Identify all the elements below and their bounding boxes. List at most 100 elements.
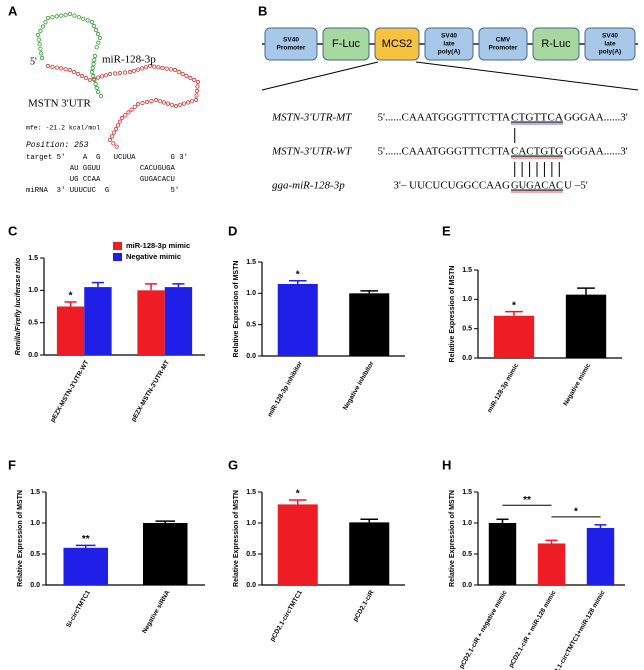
significance: * [296, 489, 300, 500]
nucleotide [81, 16, 86, 21]
x-tick-label: Negative inhibitor [342, 360, 376, 411]
y-tick-label: 1.0 [28, 287, 38, 294]
nucleotide [95, 75, 101, 80]
nucleotide [72, 13, 77, 18]
nucleotide [131, 68, 137, 73]
nucleotide [43, 20, 48, 25]
utr-label: MSTN 3'UTR [28, 98, 91, 110]
construct-label: CMV [496, 37, 511, 44]
nucleotide [113, 126, 119, 132]
nucleotide [157, 99, 163, 104]
construct-label: poly(A) [438, 49, 460, 56]
x-tick-label: Si-circTMTC1 [65, 589, 92, 629]
nucleotide [99, 74, 105, 79]
nucleotide [181, 101, 187, 106]
nucleotide [172, 67, 178, 73]
significance: ** [82, 534, 90, 545]
bar [277, 283, 318, 356]
nucleotide [38, 28, 43, 33]
nucleotide [143, 65, 149, 70]
nucleotide [129, 107, 134, 112]
alignment-line: miRNA 3' UUUCUC G 5' [26, 187, 179, 195]
nucleotide [94, 85, 99, 91]
mirna-label: miR-128-3p [102, 54, 156, 66]
sequence-site: CTGTTCA [511, 112, 563, 124]
nucleotide [115, 123, 121, 128]
nucleotide [83, 75, 89, 81]
nucleotide [139, 66, 145, 71]
alignment-line: target 5' A G UCUUA G 3' [26, 154, 188, 162]
panel-label: D [228, 223, 237, 238]
construct-box [374, 27, 420, 61]
error-bar [594, 524, 607, 528]
nucleotide [54, 14, 59, 19]
bar [537, 543, 566, 585]
zoom-line [415, 61, 639, 91]
nucleotide [36, 37, 41, 42]
error-bar [360, 290, 379, 294]
nucleotide [168, 67, 173, 72]
y-tick-label: 1.0 [246, 290, 256, 297]
nucleotide [93, 27, 99, 33]
nucleotide [195, 79, 201, 85]
bar [349, 293, 390, 356]
nucleotide [169, 102, 175, 107]
nucleotide [103, 73, 109, 78]
x-tick-label: Negative mimic [562, 362, 592, 407]
nucleotide [63, 67, 68, 72]
sequence-site: GUGACAC [511, 180, 563, 192]
y-tick-label: 0.5 [462, 551, 472, 558]
nucleotide [144, 99, 150, 105]
sequence-left: 5'......CAAATGGGTTTCTTA [378, 112, 511, 124]
nucleotide [117, 119, 123, 124]
construct-box [322, 27, 370, 61]
nucleotide [180, 71, 185, 77]
nucleotide [92, 77, 97, 83]
nucleotide [126, 110, 131, 115]
y-tick-label: 1.0 [462, 296, 472, 303]
construct-label: F-Luc [332, 38, 361, 50]
nucleotide [98, 93, 104, 99]
sequence-left: 5'......CAAATGGGTTTCTTA [378, 146, 511, 158]
nucleotide [89, 19, 95, 25]
nucleotide [123, 113, 128, 118]
bar [63, 547, 109, 585]
nucleotide [59, 66, 64, 71]
legend-swatch [113, 242, 122, 250]
nucleotide [176, 69, 181, 75]
legend-label: Negative mimic [126, 252, 181, 261]
construct-label: late [604, 41, 616, 48]
nucleotide [153, 97, 159, 103]
y-tick-label: 0.5 [246, 551, 256, 558]
nucleotide [50, 64, 55, 69]
nucleotide [91, 61, 96, 67]
significance: * [69, 291, 73, 302]
y-tick-label: 1.0 [246, 520, 256, 527]
bar [84, 287, 112, 355]
nucleotide [92, 53, 98, 59]
construct-box [478, 27, 528, 61]
x-tick-label: pCD2.1-circTMTC1+miR-128 mimic [547, 589, 607, 670]
nucleotide [194, 88, 200, 94]
construct-label: Promoter [489, 45, 518, 52]
bar [164, 287, 193, 355]
nucleotide [71, 69, 77, 75]
nucleotide [164, 66, 169, 71]
panel-label: A [8, 3, 18, 18]
nucleotide [173, 103, 179, 109]
error-bar [545, 539, 558, 544]
nucleotide [188, 75, 193, 81]
construct-label: SV40 [283, 37, 299, 44]
nucleotide [109, 134, 115, 139]
sequence-site: CACTGTG [511, 146, 563, 158]
nucleotide [39, 55, 45, 61]
x-tick-label: pEZX-MSTN-3'UTR-WT [49, 359, 90, 423]
nucleotide [117, 70, 123, 76]
y-tick-label: 0.0 [30, 582, 40, 589]
nucleotide [45, 63, 51, 69]
legend-swatch [113, 253, 122, 261]
construct-box [264, 27, 318, 61]
nucleotide [135, 67, 141, 72]
